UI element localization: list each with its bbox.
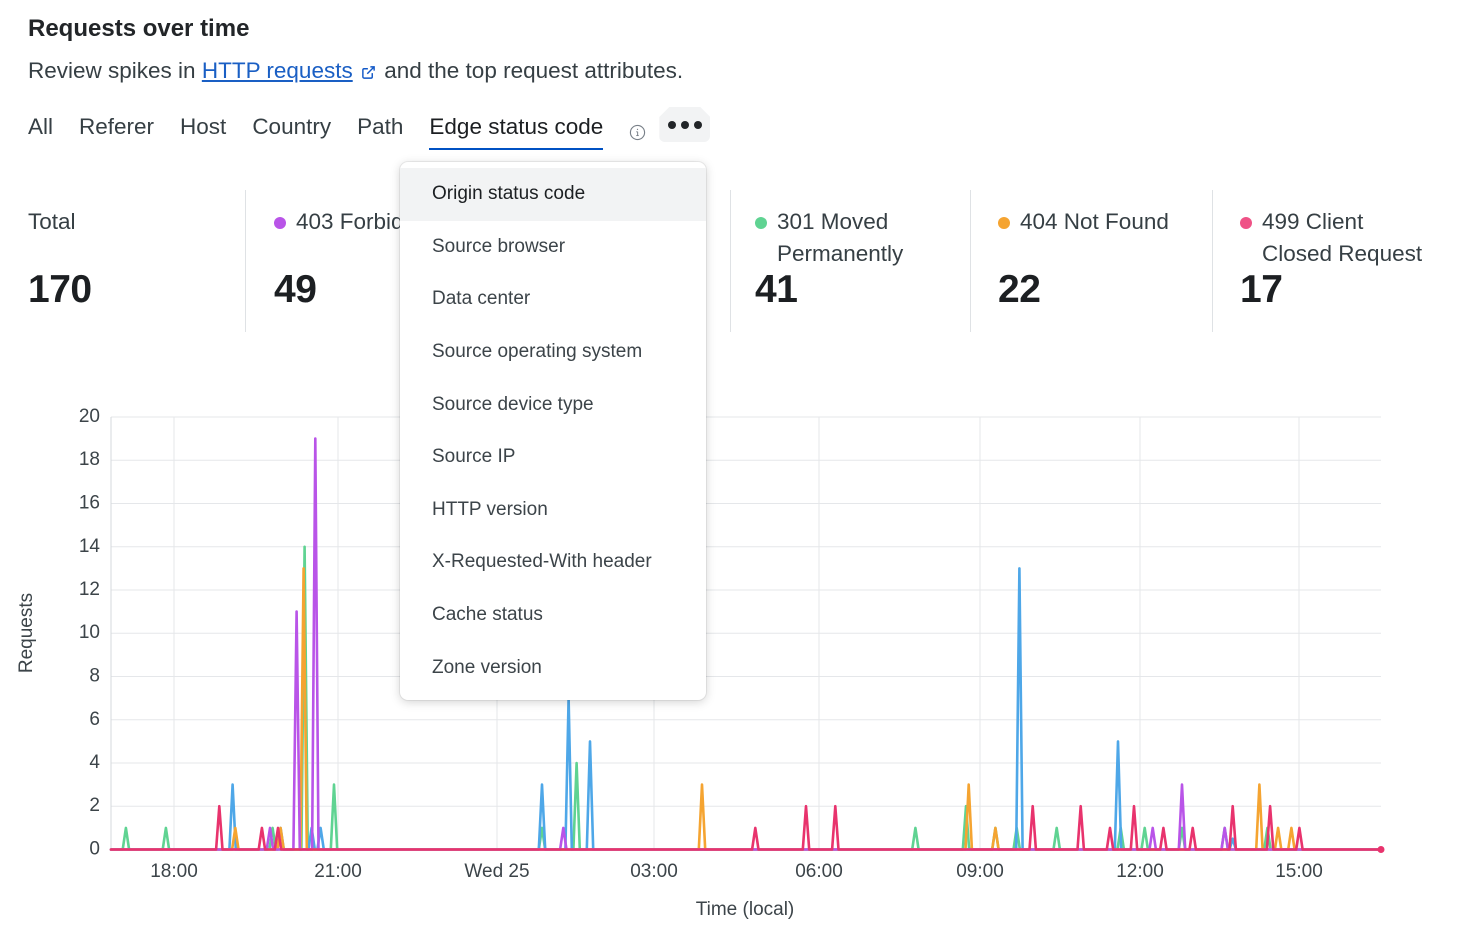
svg-text:Wed 25: Wed 25: [464, 861, 529, 882]
svg-text:6: 6: [89, 709, 100, 730]
svg-text:2: 2: [89, 795, 100, 816]
svg-text:03:00: 03:00: [630, 861, 678, 882]
svg-text:20: 20: [79, 406, 100, 427]
svg-text:Requests: Requests: [16, 593, 37, 673]
svg-text:18: 18: [79, 449, 100, 470]
svg-text:4: 4: [89, 752, 100, 773]
svg-text:15:00: 15:00: [1275, 861, 1323, 882]
svg-text:12:00: 12:00: [1116, 861, 1164, 882]
svg-text:10: 10: [79, 622, 100, 643]
svg-text:8: 8: [89, 666, 100, 687]
svg-text:21:00: 21:00: [314, 861, 362, 882]
svg-text:09:00: 09:00: [956, 861, 1004, 882]
svg-text:16: 16: [79, 493, 100, 514]
svg-text:0: 0: [89, 839, 100, 860]
svg-text:14: 14: [79, 536, 101, 557]
svg-text:06:00: 06:00: [795, 861, 843, 882]
svg-text:12: 12: [79, 579, 100, 600]
svg-text:Time (local): Time (local): [696, 899, 795, 920]
svg-text:18:00: 18:00: [150, 861, 198, 882]
